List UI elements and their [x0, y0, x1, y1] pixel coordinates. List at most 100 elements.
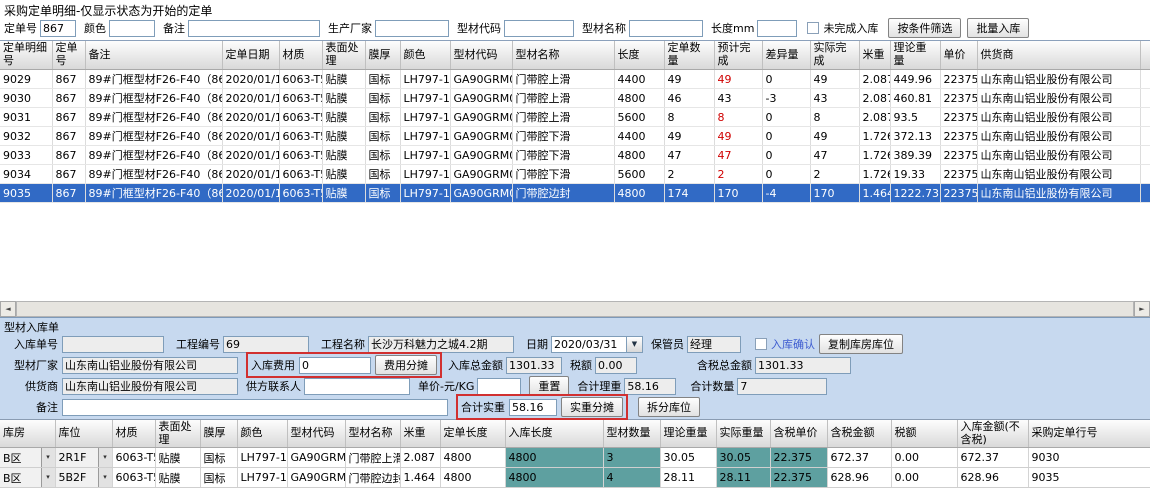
column-header[interactable]: 备注 [85, 41, 223, 70]
supplier-contact-input[interactable] [304, 377, 410, 395]
inbound-fee-input[interactable] [299, 356, 371, 374]
color-input[interactable] [109, 19, 155, 37]
cell: 628.96 [957, 467, 1029, 489]
order-no-input[interactable] [40, 19, 76, 37]
location-combobox[interactable]: B区 ▾ [0, 447, 56, 469]
keeper-input[interactable] [687, 335, 741, 353]
total-actual-weight-input[interactable] [509, 398, 557, 416]
column-header[interactable]: 型材代码 [450, 41, 513, 70]
column-header[interactable]: 入库长度 [505, 420, 604, 449]
tax-included-total-input[interactable] [755, 356, 851, 374]
column-header[interactable]: 定单号 [52, 41, 86, 70]
column-header[interactable]: 实际完成 [810, 41, 860, 70]
inbound-confirm-checkbox[interactable] [755, 338, 767, 350]
dropdown-arrow-icon[interactable]: ▾ [40, 448, 54, 467]
cell: 460.81 [890, 88, 941, 108]
column-header[interactable]: 供货商 [977, 41, 1141, 70]
order-row[interactable]: 903486789#门框型材F26-F40（866+867）2020/01/13… [0, 164, 1150, 184]
date-input[interactable] [551, 335, 627, 353]
column-header[interactable]: 型材数量 [603, 420, 661, 449]
cell: 6063-T5 [279, 69, 323, 89]
scroll-left-button[interactable]: ◄ [0, 301, 16, 317]
dropdown-arrow-icon[interactable]: ▾ [40, 468, 54, 487]
location-combobox[interactable]: 5B2F ▾ [55, 467, 113, 489]
column-header[interactable]: 税额 [891, 420, 958, 449]
column-header[interactable]: 实际重量 [716, 420, 771, 449]
order-row[interactable]: 902986789#门框型材F26-F40（866+867）2020/01/13… [0, 69, 1150, 89]
column-header[interactable]: 理论重量 [890, 41, 941, 70]
location-combobox[interactable]: B区 ▾ [0, 467, 56, 489]
unfinished-inbound-checkbox[interactable] [807, 22, 820, 34]
cell: -4 [762, 183, 811, 203]
tax-input[interactable] [595, 356, 637, 374]
profile-code-input[interactable] [504, 19, 574, 37]
cell: 山东南山铝业股份有限公司 [977, 164, 1141, 184]
scroll-thumb[interactable] [16, 301, 1134, 317]
column-header[interactable]: 型材名称 [512, 41, 615, 70]
column-header[interactable]: 理论重量 [660, 420, 717, 449]
profile-name-input[interactable] [629, 19, 703, 37]
column-header[interactable]: 定单日期 [222, 41, 280, 70]
fee-allocate-button[interactable]: 费用分摊 [375, 355, 437, 375]
inbound-row[interactable]: B区▾2R1F▾6063-T5贴膜国标LH797-1LL0GA90GRM03门带… [0, 447, 1150, 469]
column-header[interactable]: 材质 [279, 41, 323, 70]
column-header[interactable]: 单价 [940, 41, 978, 70]
total-theory-weight-input[interactable] [624, 377, 677, 395]
column-header[interactable]: 型材代码 [287, 420, 346, 449]
location-combobox[interactable]: 2R1F ▾ [55, 447, 113, 469]
column-header[interactable]: 颜色 [400, 41, 451, 70]
column-header[interactable]: 膜厚 [200, 420, 238, 449]
scroll-right-button[interactable]: ► [1134, 301, 1150, 317]
reset-button[interactable]: 重置 [529, 376, 570, 396]
supplier-input[interactable] [62, 377, 238, 395]
remark-field-input[interactable] [62, 398, 448, 416]
inbound-no-input[interactable] [62, 335, 164, 353]
dropdown-arrow-icon[interactable]: ▾ [97, 448, 111, 467]
column-header[interactable]: 预计完成 [714, 41, 763, 70]
column-header[interactable] [1140, 41, 1150, 70]
order-row[interactable]: 903186789#门框型材F26-F40（866+867）2020/01/13… [0, 107, 1150, 127]
remark-input[interactable] [188, 19, 320, 37]
column-header[interactable]: 含税单价 [770, 420, 828, 449]
column-header[interactable]: 型材名称 [345, 420, 401, 449]
column-header[interactable]: 库位 [55, 420, 113, 449]
column-header[interactable]: 颜色 [237, 420, 288, 449]
column-header[interactable]: 差异量 [762, 41, 811, 70]
column-header[interactable]: 材质 [112, 420, 156, 449]
length-input[interactable] [757, 19, 798, 37]
order-row[interactable]: 903386789#门框型材F26-F40（866+867）2020/01/13… [0, 145, 1150, 165]
order-row[interactable]: 903086789#门框型材F26-F40（866+867）2020/01/13… [0, 88, 1150, 108]
column-header[interactable]: 含税金额 [827, 420, 892, 449]
dropdown-arrow-icon[interactable]: ▾ [97, 468, 111, 487]
batch-inbound-button[interactable]: 批量入库 [967, 18, 1030, 38]
total-qty-input[interactable] [737, 377, 828, 395]
order-row[interactable]: 903586789#门框型材F26-F40（866+867）2020/01/13… [0, 183, 1150, 203]
order-row[interactable]: 903286789#门框型材F26-F40（866+867）2020/01/13… [0, 126, 1150, 146]
profile-factory-input[interactable] [62, 356, 238, 374]
column-header[interactable]: 表面处理 [155, 420, 201, 449]
cell: LH797-1LL0 [400, 164, 451, 184]
copy-warehouse-button[interactable]: 复制库房库位 [819, 334, 903, 354]
unit-price-input[interactable] [477, 377, 522, 395]
column-header[interactable]: 定单长度 [440, 420, 506, 449]
manufacturer-input[interactable] [375, 19, 449, 37]
calendar-dropdown-icon[interactable]: ▼ [627, 335, 643, 353]
column-header[interactable]: 米重 [859, 41, 891, 70]
column-header[interactable]: 膜厚 [365, 41, 401, 70]
column-header[interactable]: 定单数量 [664, 41, 715, 70]
column-header[interactable]: 库房 [0, 420, 56, 449]
column-header[interactable]: 米重 [400, 420, 441, 449]
column-header[interactable]: 长度 [614, 41, 665, 70]
split-location-button[interactable]: 拆分库位 [638, 397, 700, 417]
column-header[interactable]: 定单明细号 [0, 41, 53, 70]
project-no-input[interactable] [223, 335, 309, 353]
column-header[interactable]: 入库金额(不含税) [957, 420, 1029, 449]
filter-by-condition-button[interactable]: 按条件筛选 [888, 18, 962, 38]
inbound-row[interactable]: B区▾5B2F▾6063-T5贴膜国标LH797-1LL0GA90GRM05门带… [0, 467, 1150, 489]
column-header[interactable]: 表面处理 [322, 41, 366, 70]
inbound-total-input[interactable] [506, 356, 562, 374]
horizontal-scrollbar[interactable]: ◄ ► [0, 301, 1150, 317]
project-name-input[interactable] [368, 335, 514, 353]
actual-weight-allocate-button[interactable]: 实重分摊 [561, 397, 623, 417]
column-header[interactable]: 采购定单行号 [1028, 420, 1150, 449]
